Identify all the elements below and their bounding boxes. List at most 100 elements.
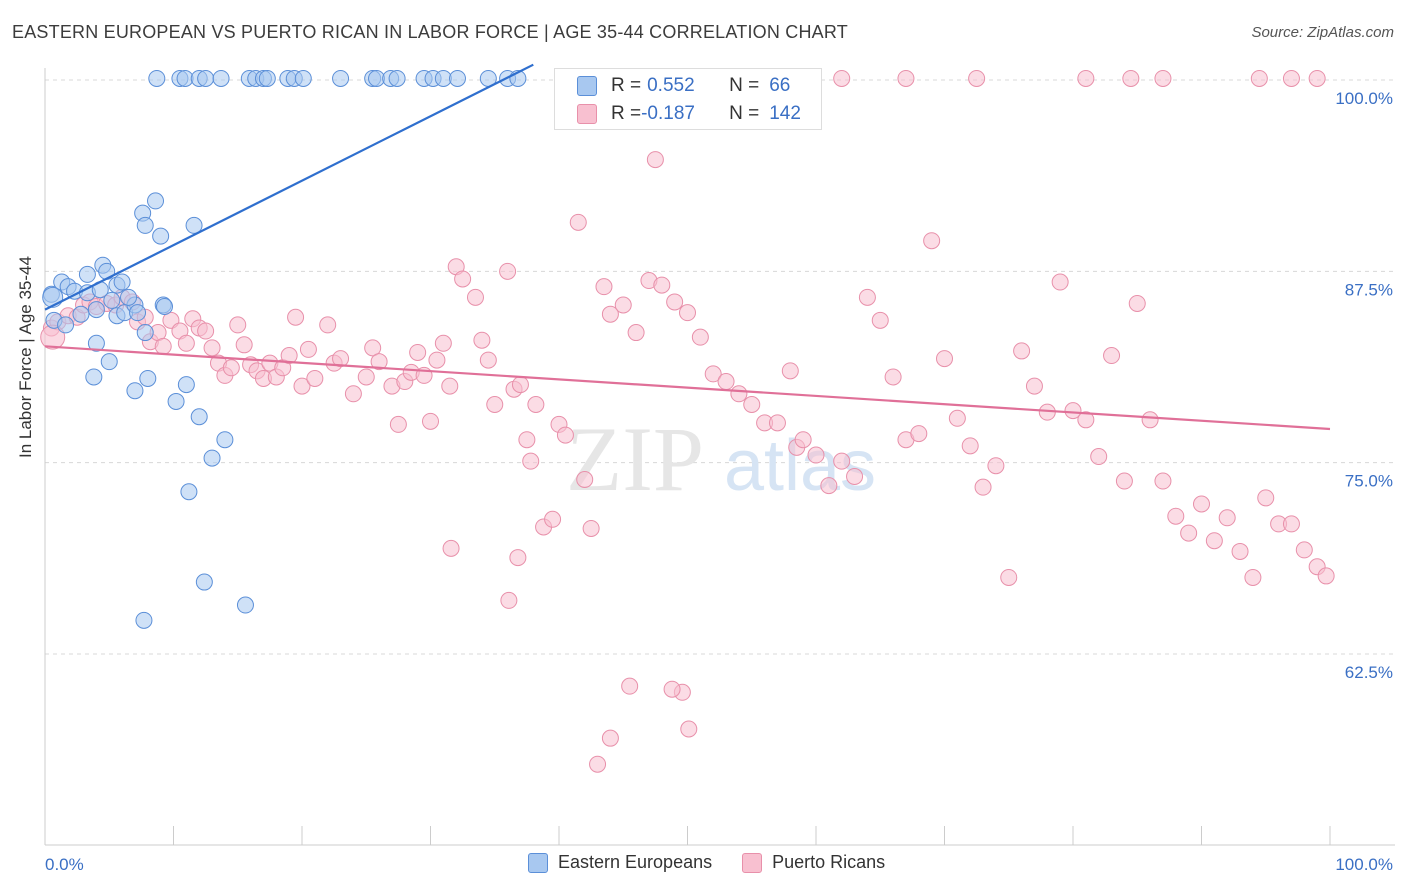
data-point-cluster bbox=[42, 286, 64, 308]
data-point bbox=[1167, 507, 1185, 525]
data-point bbox=[1077, 411, 1095, 429]
data-point bbox=[448, 69, 466, 87]
data-point bbox=[833, 452, 851, 470]
data-point bbox=[87, 334, 105, 352]
data-point bbox=[621, 677, 639, 695]
x-tick-label: 100.0% bbox=[1335, 855, 1393, 874]
data-point bbox=[409, 343, 427, 361]
watermark-zip: ZIP bbox=[566, 408, 704, 510]
data-point bbox=[704, 365, 722, 383]
data-point bbox=[441, 377, 459, 395]
data-point bbox=[370, 353, 388, 371]
data-point bbox=[229, 316, 247, 334]
data-point bbox=[72, 305, 90, 323]
y-tick-label: 100.0% bbox=[1335, 89, 1393, 108]
legend-item-eastern-europeans: Eastern Europeans bbox=[528, 852, 712, 873]
data-point bbox=[897, 69, 915, 87]
data-point bbox=[78, 265, 96, 283]
data-point bbox=[389, 415, 407, 433]
data-point bbox=[1218, 509, 1236, 527]
data-point bbox=[511, 376, 529, 394]
data-point bbox=[522, 452, 540, 470]
stats-r-label-pink: R = bbox=[611, 103, 642, 124]
data-point bbox=[730, 385, 748, 403]
data-point bbox=[319, 316, 337, 334]
data-point bbox=[871, 311, 889, 329]
data-point bbox=[203, 339, 221, 357]
data-point bbox=[1308, 69, 1326, 87]
data-point bbox=[1282, 69, 1300, 87]
data-point bbox=[601, 729, 619, 747]
data-point bbox=[1317, 567, 1335, 585]
data-point bbox=[190, 408, 208, 426]
data-point bbox=[858, 288, 876, 306]
data-point bbox=[614, 296, 632, 314]
data-point bbox=[582, 519, 600, 537]
data-point bbox=[332, 69, 350, 87]
data-point bbox=[1141, 411, 1159, 429]
legend-label-puerto-ricans: Puerto Ricans bbox=[772, 852, 886, 872]
data-point bbox=[1077, 69, 1095, 87]
stats-swatch-pink bbox=[577, 104, 597, 124]
data-point bbox=[595, 278, 613, 296]
data-point bbox=[1257, 489, 1275, 507]
watermark: ZIP atlas bbox=[566, 408, 876, 510]
chart-title: EASTERN EUROPEAN VS PUERTO RICAN IN LABO… bbox=[12, 22, 848, 42]
data-point bbox=[1250, 69, 1268, 87]
data-point bbox=[936, 350, 953, 368]
data-point bbox=[679, 304, 696, 322]
data-point bbox=[948, 409, 966, 427]
data-point bbox=[509, 549, 527, 567]
data-point bbox=[627, 324, 645, 342]
data-point bbox=[1103, 347, 1121, 365]
data-point bbox=[185, 216, 203, 234]
data-point bbox=[499, 262, 517, 280]
legend: Eastern Europeans Puerto Ricans bbox=[528, 852, 885, 873]
data-point bbox=[357, 368, 375, 386]
data-point bbox=[103, 291, 121, 309]
data-point bbox=[176, 69, 194, 87]
data-point bbox=[177, 376, 195, 394]
data-point bbox=[167, 392, 185, 410]
data-point bbox=[680, 720, 698, 738]
data-point bbox=[235, 336, 253, 354]
data-point bbox=[129, 304, 147, 322]
data-point bbox=[388, 69, 406, 87]
data-point bbox=[518, 431, 536, 449]
data-point bbox=[120, 288, 138, 306]
data-point bbox=[589, 755, 607, 773]
data-point bbox=[113, 273, 131, 291]
data-point bbox=[479, 351, 497, 369]
stats-r-value-pink: -0.187 bbox=[641, 103, 695, 124]
y-tick-label: 87.5% bbox=[1345, 280, 1393, 299]
data-point bbox=[148, 69, 166, 87]
trend-line-eastern-europeans bbox=[44, 63, 534, 311]
y-tick-label: 62.5% bbox=[1345, 663, 1393, 682]
data-point bbox=[100, 353, 118, 371]
stats-n-label-pink: N = bbox=[729, 103, 760, 124]
data-point bbox=[299, 340, 317, 358]
data-point bbox=[820, 477, 838, 495]
stats-row-blue: R = 0.552 N = 66 bbox=[577, 73, 790, 99]
trend-line-puerto-ricans bbox=[44, 345, 1331, 431]
legend-swatch-pink bbox=[742, 852, 763, 873]
legend-swatch-blue bbox=[528, 852, 548, 873]
data-point bbox=[156, 298, 174, 316]
stats-r-value-blue: 0.552 bbox=[647, 75, 695, 96]
stats-row-pink: R = -0.187 N = 142 bbox=[577, 101, 801, 127]
data-point bbox=[147, 192, 165, 210]
axes bbox=[44, 68, 1395, 846]
data-point bbox=[136, 216, 154, 234]
data-point bbox=[197, 69, 215, 87]
data-point bbox=[344, 385, 362, 403]
data-point bbox=[332, 350, 350, 368]
data-point bbox=[846, 467, 864, 485]
data-point bbox=[556, 426, 574, 444]
data-point bbox=[653, 276, 671, 294]
data-point bbox=[466, 288, 484, 306]
data-point bbox=[663, 680, 681, 698]
data-point bbox=[135, 611, 153, 629]
data-point bbox=[422, 412, 439, 430]
data-point bbox=[974, 478, 992, 496]
